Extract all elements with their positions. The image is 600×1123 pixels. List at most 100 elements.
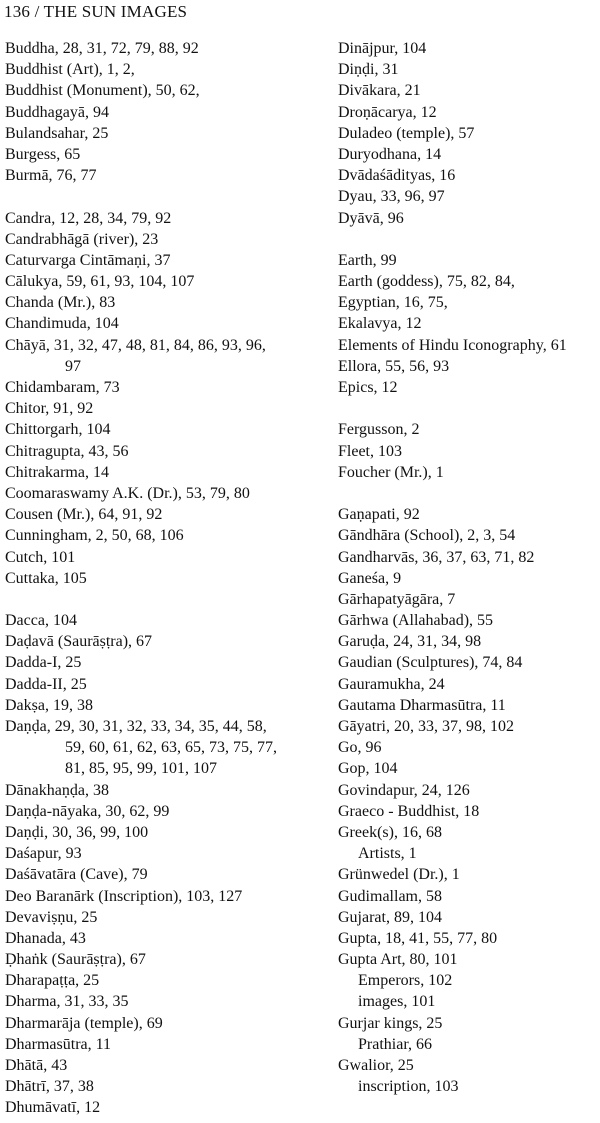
index-entry: Daśāvatāra (Cave), 79 [5,866,148,884]
running-title: THE SUN IMAGES [43,2,188,21]
index-entry: Govindapur, 24, 126 [338,781,470,799]
index-entry: Buddhist (Art), 1, 2, [5,61,135,79]
index-subentry: images, 101 [358,993,436,1011]
index-entry-continuation: 59, 60, 61, 62, 63, 65, 73, 75, 77, [65,739,277,757]
index-subentry: Emperors, 102 [358,972,453,990]
index-entry: Buddha, 28, 31, 72, 79, 88, 92 [5,40,199,57]
index-gap [5,589,330,610]
page-number: 136 [4,2,31,21]
index-subentry: Artists, 1 [358,845,417,863]
index-entry-continuation: 97 [65,357,81,375]
index-entry: Gāndhāra (School), 2, 3, 54 [338,527,516,545]
index-entry: Gautama Dharmasūtra, 11 [338,696,506,714]
index-entry: Gujarat, 89, 104 [338,908,442,926]
index-entry: Dharma, 31, 33, 35 [5,993,129,1011]
index-entry: Burmā, 76, 77 [5,167,97,185]
index-entry: Dānakhaṇḍa, 38 [5,781,109,799]
index-gap [338,483,600,504]
index-entry: Cutch, 101 [5,548,76,566]
index-entry: Gāyatri, 20, 33, 37, 98, 102 [338,718,514,735]
index-entry: Cousen (Mr.), 64, 91, 92 [5,506,163,524]
index-entry: Chanda (Mr.), 83 [5,294,116,312]
index-entry: Gārhwa (Allahabad), 55 [338,612,494,630]
header-separator: / [34,2,40,21]
index-entry: Dharmarāja (temple), 69 [5,1014,163,1032]
index-gap [5,186,330,207]
index-entry: Daṇḍi, 30, 36, 99, 100 [5,823,149,841]
index-entry: Daṇḍa-nāyaka, 30, 62, 99 [5,802,170,820]
index-entry: Gop, 104 [338,760,398,778]
index-entry: Chitor, 91, 92 [5,400,94,418]
index-entry-continuation: 81, 85, 95, 99, 101, 107 [65,760,217,778]
index-entry: Daḍavā (Saurāṣṭra), 67 [5,633,153,651]
index-entry: Divākara, 21 [338,82,421,100]
index-entry: Dharmasūtra, 11 [5,1035,112,1053]
index-entry: Gwalior, 25 [338,1057,414,1074]
index-entry: Gārhapatyāgāra, 7 [338,590,456,608]
index-entry: Grünwedel (Dr.), 1 [338,866,460,884]
index-entry: Gaṇapati, 92 [338,506,420,524]
index-entry: Buddhist (Monument), 50, 62, [5,82,200,100]
index-column-left: Buddha, 28, 31, 72, 79, 88, 92 Buddhist (… [5,38,330,1119]
index-entry: Garuḍa, 24, 31, 34, 98 [338,633,482,651]
index-entry: Ḍhaṅk (Saurāṣṭra), 67 [5,951,146,969]
index-entry: Chittorgarh, 104 [5,421,111,439]
index-entry: Dacca, 104 [5,612,77,630]
index-entry: Dhumāvatī, 12 [5,1099,101,1117]
index-entry: Earth, 99 [338,251,397,269]
index-gap [338,398,600,419]
index-entry: Cuttaka, 105 [5,569,87,587]
index-entry: Dadda-II, 25 [5,675,87,693]
index-entry: Dinājpur, 104 [338,40,427,57]
index-entry: Elements of Hindu Iconography, 61 [338,336,567,354]
index-entry: Earth (goddess), 75, 82, 84, [338,273,515,291]
index-entry: Chāyā, 31, 32, 47, 48, 81, 84, 86, 93, 9… [5,336,266,354]
index-entry: Deo Baranārk (Inscription), 103, 127 [5,887,243,905]
index-entry: Burgess, 65 [5,145,81,163]
index-entry: Cunningham, 2, 50, 68, 106 [5,527,184,545]
index-entry: Chitragupta, 43, 56 [5,442,129,460]
running-header: 136 / THE SUN IMAGES [4,2,187,22]
index-column-right: Dinājpur, 104 Diṇḍi, 31 Divākara, 21 Droṇāc… [338,38,600,1097]
index-entry: Duryodhana, 14 [338,145,442,163]
index-entry: Dhātrī, 37, 38 [5,1078,94,1096]
index-entry: Candrabhāgā (river), 23 [5,230,159,248]
index-entry: Fergusson, 2 [338,421,420,439]
index-entry: Gupta Art, 80, 101 [338,951,458,969]
index-entry: Dhātā, 43 [5,1057,68,1074]
index-entry: Go, 96 [338,739,382,757]
index-entry: Ellora, 55, 56, 93 [338,357,450,375]
index-entry: Gudimallam, 58 [338,887,442,905]
index-entry: Dyau, 33, 96, 97 [338,188,445,206]
index-entry: Dadda-I, 25 [5,654,82,672]
index-entry: Buddhagayā, 94 [5,103,109,121]
index-entry: Gandharvās, 36, 37, 63, 71, 82 [338,548,535,566]
index-entry: Egyptian, 16, 75, [338,294,448,312]
index-entry: Bulandsahar, 25 [5,124,109,142]
index-entry: Chandimuda, 104 [5,315,119,333]
index-entry: Candra, 12, 28, 34, 79, 92 [5,209,172,227]
index-subentry: Prathiar, 66 [358,1035,433,1053]
index-entry: Chitrakarma, 14 [5,463,109,481]
index-entry: Fleet, 103 [338,442,402,460]
index-entry: Gauramukha, 24 [338,675,445,693]
index-entry: Gaudian (Sculptures), 74, 84 [338,654,523,672]
index-entry: Dharapaṭṭa, 25 [5,972,100,990]
index-entry: Daśapur, 93 [5,845,82,863]
index-entry: Droṇācarya, 12 [338,103,437,121]
index-entry: Coomaraswamy A.K. (Dr.), 53, 79, 80 [5,484,250,502]
index-entry: Graeco - Buddhist, 18 [338,802,480,820]
index-entry: Daṇḍa, 29, 30, 31, 32, 33, 34, 35, 44, 5… [5,718,267,735]
index-entry: Dvādaśādityas, 16 [338,167,456,185]
index-entry: Greek(s), 16, 68 [338,823,442,841]
index-entry: Ekalavya, 12 [338,315,422,333]
index-entry: Chidambaram, 73 [5,379,120,396]
index-entry: Dyāvā, 96 [338,209,404,227]
index-entry: Epics, 12 [338,379,398,396]
index-entry: Dakṣa, 19, 38 [5,696,93,714]
index-entry: Devaviṣṇu, 25 [5,908,98,926]
index-entry: Foucher (Mr.), 1 [338,463,444,481]
index-entry: Diṇḍi, 31 [338,61,399,79]
index-entry: Duladeo (temple), 57 [338,124,475,142]
index-entry: Gurjar kings, 25 [338,1014,443,1032]
